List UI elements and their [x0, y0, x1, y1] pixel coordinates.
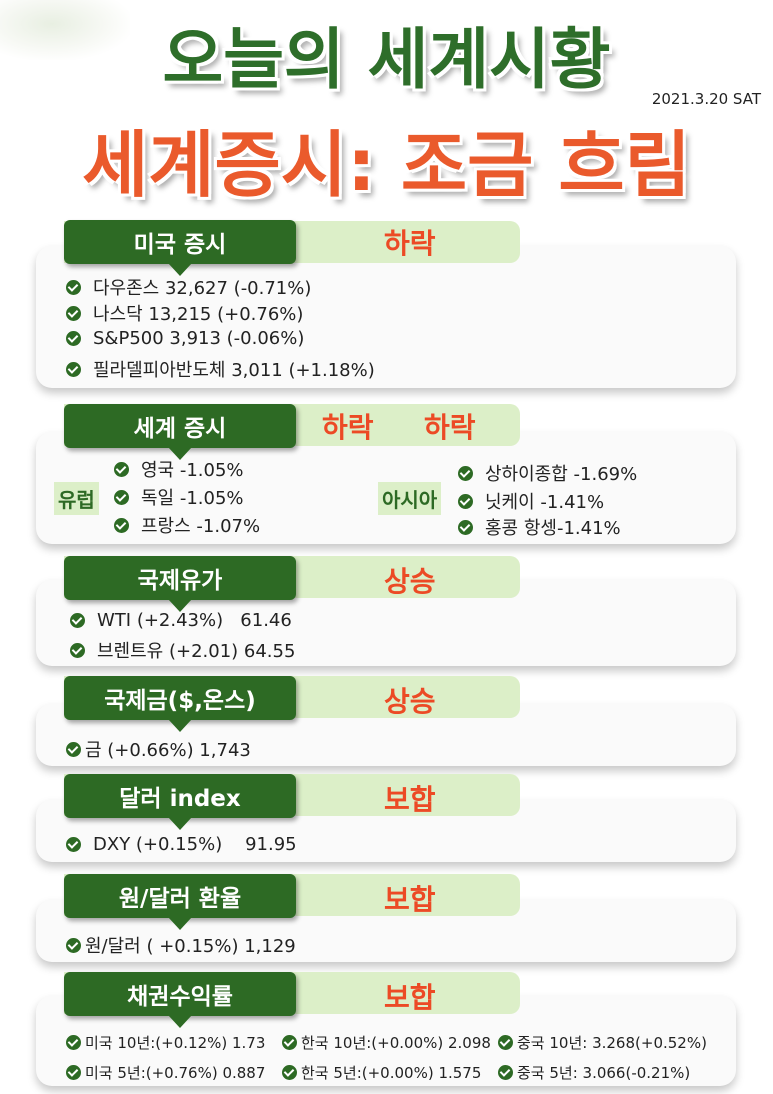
europe-label: 유럽	[54, 482, 99, 515]
page-title: 오늘의 세계시황	[162, 21, 611, 98]
list-item: 한국 5년:(+0.00%) 1.575	[282, 1062, 481, 1083]
check-icon	[458, 493, 473, 509]
asia-status: 하락	[424, 411, 476, 444]
list-item: 미국 10년:(+0.12%) 1.73	[66, 1032, 265, 1053]
list-item: 브렌트유 (+2.01) 64.55	[70, 637, 295, 663]
check-icon	[114, 517, 129, 533]
check-icon	[66, 741, 81, 757]
corner-smudge	[0, 0, 130, 60]
check-icon	[458, 519, 473, 535]
world-stocks-tag: 세계 증시	[64, 404, 296, 460]
list-item: DXY (+0.15%) 91.95	[66, 834, 297, 855]
bonds-status: 보합	[384, 981, 436, 1014]
list-item: 필라델피아반도체 3,011 (+1.18%)	[66, 356, 375, 382]
list-item: 원/달러 ( +0.15%) 1,129	[66, 932, 296, 958]
bonds-tag: 채권수익률	[64, 972, 296, 1028]
asia-label: 아시아	[378, 482, 442, 515]
list-item: 중국 10년: 3.268(+0.52%)	[498, 1032, 707, 1053]
krw-usd-status: 보합	[384, 883, 436, 916]
check-icon	[66, 1065, 81, 1080]
page-subtitle: 세계증시: 조금 흐림	[82, 123, 691, 207]
check-icon	[66, 361, 81, 377]
list-item: 나스닥 13,215 (+0.76%)	[66, 300, 303, 326]
list-item: 금 (+0.66%) 1,743	[66, 736, 251, 762]
us-stocks-status: 하락	[384, 227, 436, 260]
krw-usd-tag: 원/달러 환율	[64, 874, 296, 930]
list-item: 한국 10년:(+0.00%) 2.098	[282, 1032, 491, 1053]
us-stocks-card	[36, 246, 736, 388]
oil-tag: 국제유가	[64, 556, 296, 612]
oil-status: 상승	[384, 565, 436, 598]
check-icon	[282, 1035, 297, 1050]
check-icon	[66, 305, 81, 321]
check-icon	[66, 279, 81, 295]
check-icon	[498, 1035, 513, 1050]
check-icon	[498, 1065, 513, 1080]
check-icon	[70, 613, 85, 628]
us-stocks-tag: 미국 증시	[64, 220, 296, 276]
list-item: 홍콩 항셍-1.41%	[458, 514, 621, 540]
list-item: 미국 5년:(+0.76%) 0.887	[66, 1062, 265, 1083]
check-icon	[66, 837, 81, 852]
check-icon	[458, 465, 473, 481]
list-item: 중국 5년: 3.066(-0.21%)	[498, 1062, 690, 1083]
dollar-index-status: 보합	[384, 783, 436, 816]
gold-tag: 국제금($,온스)	[64, 676, 296, 732]
check-icon	[66, 1035, 81, 1050]
list-item: 영국 -1.05%	[114, 456, 244, 482]
list-item: 다우존스 32,627 (-0.71%)	[66, 274, 311, 300]
check-icon	[70, 642, 85, 658]
date-label: 2021.3.20 SAT	[651, 90, 761, 108]
check-icon	[114, 461, 129, 477]
check-icon	[66, 937, 81, 953]
list-item: S&P500 3,913 (-0.06%)	[66, 328, 304, 349]
list-item: 닛케이 -1.41%	[458, 488, 604, 514]
list-item: 상하이종합 -1.69%	[458, 460, 637, 486]
gold-status: 상승	[384, 685, 436, 718]
list-item: WTI (+2.43%) 61.46	[70, 610, 292, 631]
check-icon	[282, 1065, 297, 1080]
check-icon	[114, 489, 129, 505]
check-icon	[66, 331, 81, 346]
list-item: 독일 -1.05%	[114, 484, 244, 510]
dollar-index-tag: 달러 index	[64, 774, 296, 830]
europe-status: 하락	[322, 411, 374, 444]
list-item: 프랑스 -1.07%	[114, 512, 260, 538]
